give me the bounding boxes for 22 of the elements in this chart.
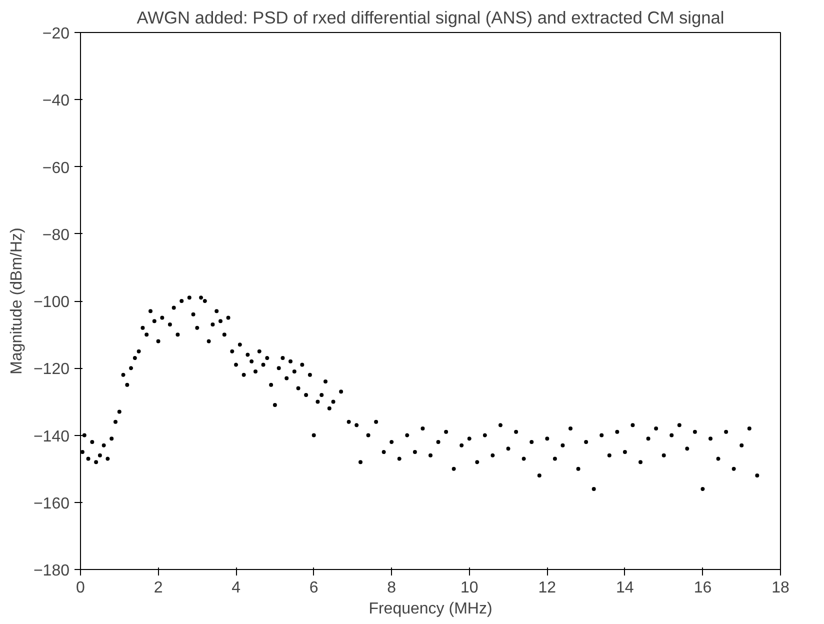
x-tick-label: 12: [538, 580, 556, 596]
x-tick-label: 14: [616, 580, 634, 596]
y-tick-label: −40: [42, 92, 70, 110]
y-axis-title: Magnitude (dBm/Hz): [8, 228, 26, 374]
y-tick-label: −60: [42, 160, 70, 177]
y-tick-label: −120: [33, 361, 70, 378]
x-tick-label: 8: [387, 580, 396, 596]
x-tick-label: 6: [309, 580, 318, 596]
y-tick-label: −140: [33, 428, 70, 446]
x-tick-label: 10: [460, 580, 478, 596]
x-tick-label: 18: [772, 580, 790, 596]
x-tick-label: 16: [694, 580, 712, 596]
x-tick-label: 4: [232, 580, 241, 596]
y-tick-label: −20: [42, 26, 70, 42]
y-tick-label: −180: [33, 562, 70, 580]
x-axis-title: Frequency (MHz): [368, 600, 492, 618]
y-tick-label: −80: [42, 226, 70, 244]
x-tick-label: 2: [154, 580, 163, 596]
y-tick-label: −100: [33, 294, 70, 311]
y-tick-label: −160: [33, 495, 70, 512]
chart-title: AWGN added: PSD of rxed differential signal (ANS) and extracted CM signal: [136, 8, 724, 28]
x-tick-label: 0: [76, 580, 86, 596]
